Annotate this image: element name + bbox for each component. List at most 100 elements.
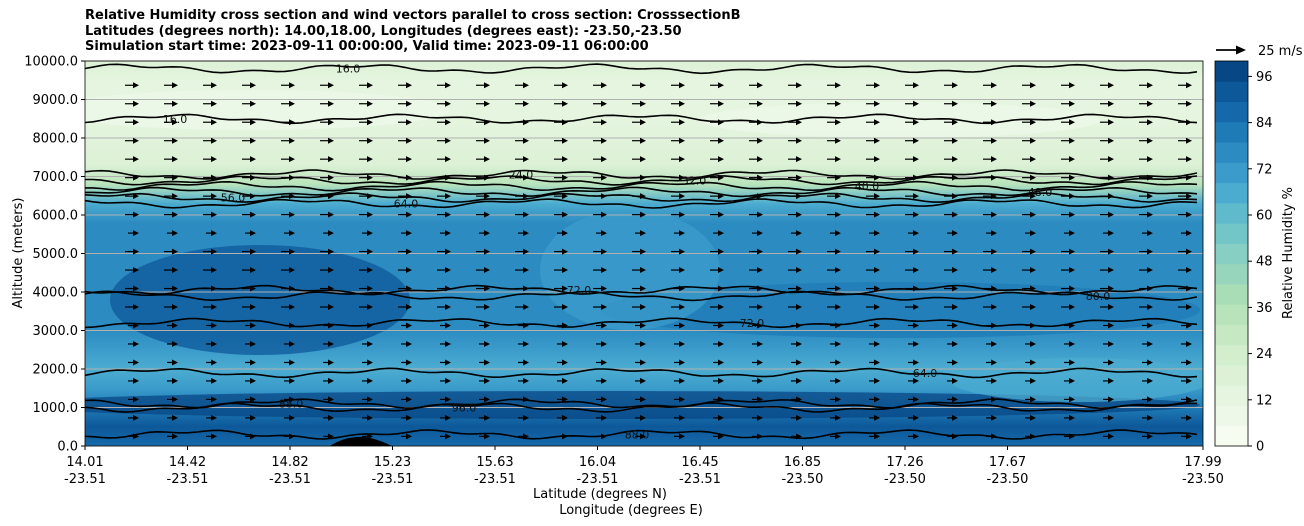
wind-vector-head [835, 267, 841, 274]
wind-vector-head [562, 414, 568, 421]
wind-vector-head [523, 156, 529, 163]
wind-vector-head [1030, 156, 1036, 163]
wind-vector-head [718, 137, 724, 144]
wind-vector-head [913, 248, 919, 255]
wind-vector-head [211, 322, 217, 329]
contour-label: 72.0 [567, 284, 592, 297]
wind-vector-head [172, 193, 178, 200]
wind-vector-head [601, 340, 607, 347]
wind-vector-head [445, 359, 451, 366]
wind-vector-head [1069, 396, 1075, 403]
wind-vector-head [679, 377, 685, 384]
chart-title-line-2: Latitudes (degrees north): 14.00,18.00, … [85, 23, 682, 39]
wind-vector-head [211, 304, 217, 311]
chart-title-block: Relative Humidity cross section and wind… [85, 8, 741, 55]
contour-label: 96.0 [452, 402, 477, 415]
wind-vector-head [679, 433, 685, 440]
wind-vector-head [640, 230, 646, 237]
wind-vector-head [991, 322, 997, 329]
wind-vector-head [562, 193, 568, 200]
wind-vector-head [406, 433, 412, 440]
wind-vector-head [250, 340, 256, 347]
wind-vector-head [445, 248, 451, 255]
colorbar-swatch [1215, 162, 1248, 184]
wind-vector-head [1069, 119, 1075, 126]
wind-vector-head [718, 248, 724, 255]
wind-vector-head [718, 156, 724, 163]
wind-vector-head [757, 322, 763, 329]
wind-vector-head [1147, 377, 1153, 384]
wind-vector-head [133, 100, 139, 107]
wind-vector-head [484, 174, 490, 181]
wind-vector-head [445, 340, 451, 347]
wind-vector-head [1030, 211, 1036, 218]
wind-vector-head [991, 377, 997, 384]
wind-vector-head [952, 433, 958, 440]
wind-vector-head [484, 377, 490, 384]
wind-vector-head [757, 414, 763, 421]
wind-vector-head [874, 414, 880, 421]
wind-vector-head [952, 340, 958, 347]
wind-vector-head [1030, 137, 1036, 144]
wind-vector-head [1069, 267, 1075, 274]
wind-vector-head [796, 396, 802, 403]
wind-vector-head [640, 359, 646, 366]
wind-vector-head [445, 285, 451, 292]
y-tick-label: 10000.0 [24, 55, 78, 70]
wind-vector-head [874, 340, 880, 347]
wind-vector-head [679, 359, 685, 366]
wind-vector-head [874, 267, 880, 274]
wind-vector-head [133, 82, 139, 89]
wind-vector-head [874, 82, 880, 89]
x-tick-label-lat: 15.23 [374, 455, 411, 470]
wind-vector-head [211, 137, 217, 144]
plot-area: 16.016.024.0 32.0 40.0 48.056.0 64.072.072.0… [84, 60, 1204, 447]
wind-vector-head [211, 100, 217, 107]
wind-vector-head [523, 174, 529, 181]
wind-vector-head [406, 156, 412, 163]
y-tick-label: 1000.0 [33, 401, 79, 416]
wind-vector-head [328, 193, 334, 200]
wind-vector-head [1186, 193, 1192, 200]
wind-vector-head [952, 211, 958, 218]
wind-vector-head [679, 248, 685, 255]
wind-vector-head [991, 82, 997, 89]
colorbar-swatch [1215, 223, 1248, 244]
wind-vector-head [796, 340, 802, 347]
wind-vector-head [991, 100, 997, 107]
wind-vector-head [523, 267, 529, 274]
wind-vector-head [445, 304, 451, 311]
x-tick-label-lon: -23.51 [372, 472, 414, 487]
wind-vector-head [484, 248, 490, 255]
wind-vector-head [406, 359, 412, 366]
wind-vector-head [913, 82, 919, 89]
wind-key: 25 m/s [1216, 44, 1303, 59]
wind-vector-head [679, 100, 685, 107]
wind-vector-head [562, 267, 568, 274]
wind-vector-head [562, 304, 568, 311]
wind-vector-head [406, 193, 412, 200]
wind-vector-head [835, 322, 841, 329]
wind-vector-head [796, 285, 802, 292]
wind-vector-head [796, 100, 802, 107]
wind-vector-head [1108, 340, 1114, 347]
colorbar-swatch [1215, 101, 1248, 123]
wind-vector-head [913, 267, 919, 274]
wind-vector-head [211, 414, 217, 421]
wind-vector-head [367, 248, 373, 255]
y-tick-label: 4000.0 [33, 286, 79, 301]
wind-vector-head [445, 433, 451, 440]
wind-vector-head [445, 211, 451, 218]
wind-vector-head [991, 193, 997, 200]
wind-vector-head [1108, 100, 1114, 107]
wind-vector-head [757, 119, 763, 126]
wind-vector-head [718, 433, 724, 440]
wind-vector-head [1069, 230, 1075, 237]
contour-label: 64.0 [394, 197, 419, 210]
wind-vector-head [289, 340, 295, 347]
wind-vector-head [796, 156, 802, 163]
wind-vector-head [523, 285, 529, 292]
rh-patch [950, 358, 1203, 402]
wind-vector-head [289, 193, 295, 200]
wind-vector-head [991, 396, 997, 403]
